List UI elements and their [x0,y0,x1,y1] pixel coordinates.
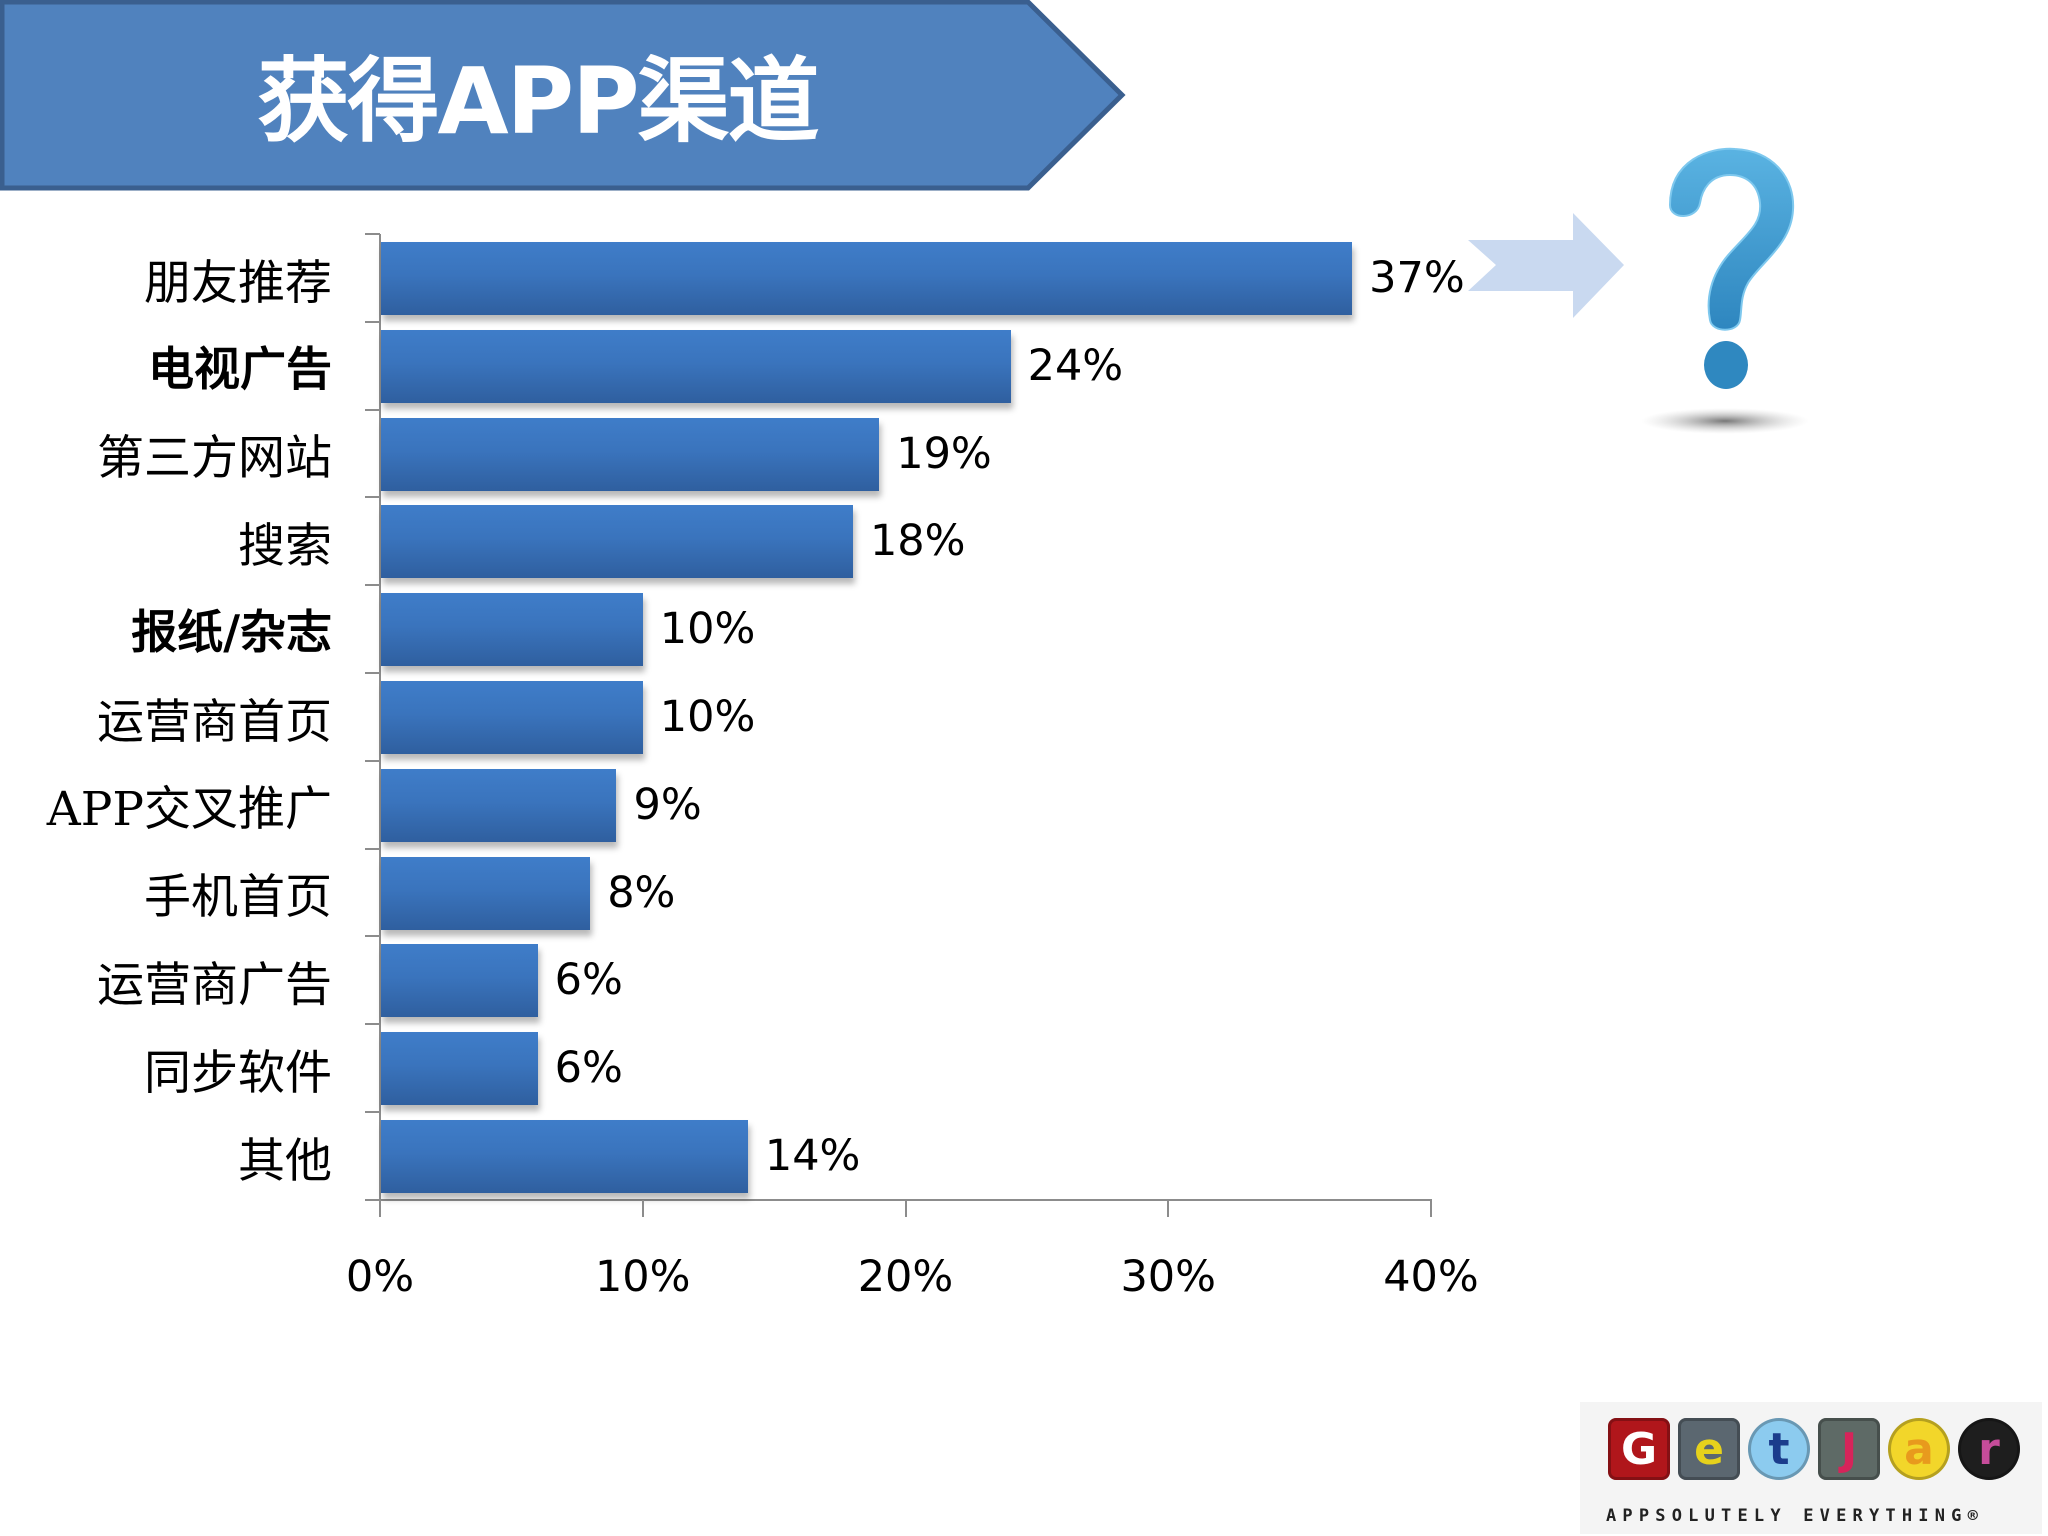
title-banner: 获得APP渠道 [0,0,1126,192]
y-tick-mark [365,320,380,323]
y-tick-mark [365,233,380,235]
category-label: APP交叉推广 [46,782,332,838]
value-label: 18% [869,516,966,567]
x-tick-label: 40% [1383,1252,1479,1302]
bar-row: 运营商首页 10% [0,673,1600,761]
x-tick-label: 20% [857,1252,954,1302]
value-label: 14% [764,1131,861,1181]
banner-arrow-shape [0,0,1126,191]
x-tick-mark [1167,1200,1170,1217]
value-label: 10% [659,604,756,655]
value-label: 6% [554,1043,623,1094]
y-tick-mark [365,1111,380,1113]
y-tick-mark [365,847,380,850]
bar [381,505,853,579]
logo-letter-tile: t [1748,1418,1810,1480]
category-label: 第三方网站 [97,431,332,487]
value-label: 6% [554,955,623,1006]
bar [381,681,643,754]
bar-row: 第三方网站 19% [0,410,1600,498]
y-tick-mark [365,1199,380,1201]
bar-row: 其他 14% [0,1112,1600,1200]
category-label: 其他 [238,1133,332,1189]
category-label: 报纸/杂志 [131,605,332,660]
y-tick-mark [365,408,380,411]
x-tick-mark [641,1200,644,1217]
x-tick-mark [379,1200,381,1217]
slide-title: 获得APP渠道 [257,47,819,155]
bar-row: 电视广告 24% [0,322,1600,410]
logo-letter-tile: J [1818,1418,1880,1480]
category-label: 手机首页 [144,870,332,926]
bar [381,242,1353,315]
bar-row: 报纸/杂志 10% [0,585,1600,673]
bar [381,856,591,930]
value-label: 19% [896,428,992,479]
logo-tagline: APPSOLUTELY EVERYTHING® [1606,1506,1985,1526]
y-tick-mark [365,759,380,762]
x-tick-mark [904,1200,907,1217]
y-tick-mark [365,496,380,499]
category-label: 运营商首页 [97,694,332,750]
logo-letter-tile: e [1678,1418,1740,1480]
bar-row: 朋友推荐 37% [0,234,1600,322]
right-arrow-icon [1468,213,1624,318]
category-label: 电视广告 [148,341,332,396]
bar [381,944,538,1018]
logo-letter-tile: a [1888,1418,1950,1480]
x-tick-label: 0% [345,1252,415,1302]
bar-row: 同步软件 6% [0,1024,1600,1112]
value-label: 10% [659,692,756,742]
category-label: 运营商广告 [97,957,332,1013]
category-label: 朋友推荐 [144,255,332,311]
question-mark-icon [1641,147,1809,434]
logo-letter-tile: G [1608,1418,1670,1480]
logo-letter-tile: r [1958,1418,2020,1480]
value-label: 24% [1027,340,1124,391]
bar [381,1032,538,1106]
x-tick-mark [1430,1200,1432,1217]
bar [381,329,1011,403]
bar-row: 运营商广告 6% [0,936,1600,1024]
value-label: 8% [607,867,676,918]
bar [381,768,617,842]
value-label: 37% [1369,253,1465,303]
x-tick-label: 30% [1120,1252,1217,1302]
bar [381,1120,748,1193]
category-label: 搜索 [238,518,332,574]
bar [381,593,643,667]
bar-row: 搜索 18% [0,497,1600,585]
bar-row: 手机首页 8% [0,849,1600,937]
y-tick-mark [365,672,380,674]
category-label: 同步软件 [144,1045,332,1101]
y-tick-mark [365,935,380,938]
bar [381,417,880,491]
x-tick-label: 10% [594,1252,691,1302]
value-label: 9% [633,779,702,830]
y-tick-mark [365,584,380,587]
bar-row: APP交叉推广 9% [0,761,1600,849]
y-tick-mark [365,1023,380,1026]
y-axis-line [379,234,381,1201]
